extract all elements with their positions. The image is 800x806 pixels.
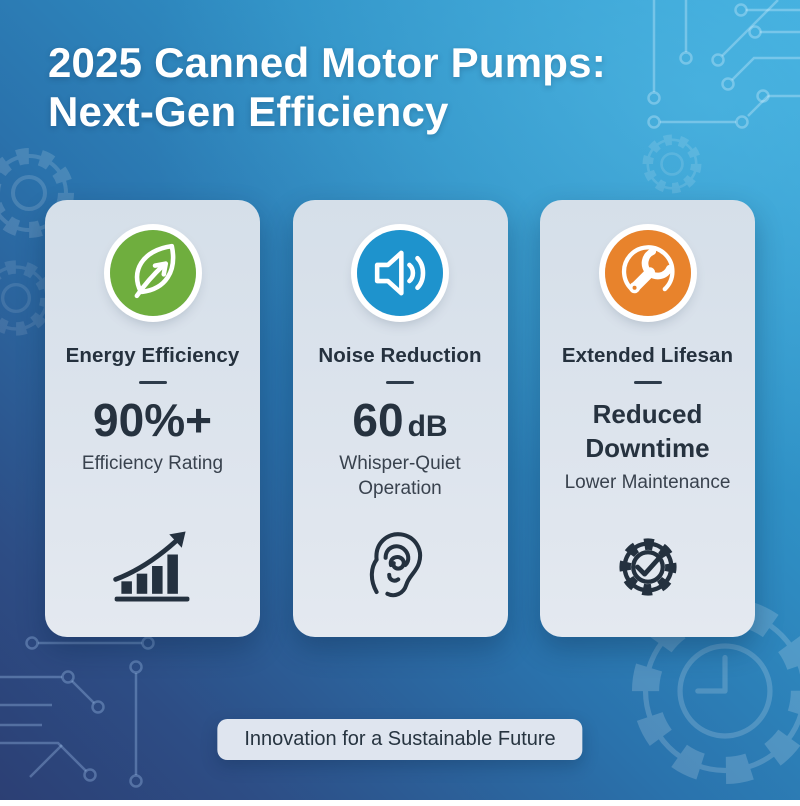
circuit-pattern-bottom-left bbox=[0, 636, 155, 788]
ear-icon bbox=[364, 523, 436, 607]
tagline-pill: Innovation for a Sustainable Future bbox=[217, 719, 583, 760]
stat-cards-row: Energy Efficiency 90%+ Efficiency Rating bbox=[45, 200, 755, 637]
page-title: 2025 Canned Motor Pumps: Next-Gen Effici… bbox=[48, 38, 606, 136]
card-value: 60 dB bbox=[352, 394, 448, 446]
card-extended-lifespan: Extended Lifesan Reduced Downtime Lower … bbox=[540, 200, 755, 637]
tagline-text: Innovation for a Sustainable Future bbox=[244, 728, 556, 750]
card-heading: Extended Lifesan bbox=[561, 344, 734, 367]
gear-icon bbox=[642, 134, 702, 194]
title-line-1: 2025 Canned Motor Pumps: bbox=[48, 39, 606, 86]
growth-chart-icon bbox=[107, 525, 199, 607]
card-value: 90%+ bbox=[93, 394, 212, 446]
leaf-icon bbox=[109, 230, 196, 316]
card-subtitle: Efficiency Rating bbox=[81, 452, 224, 474]
card-noise-reduction: Noise Reduction 60 dB Whisper-Quiet Opera… bbox=[292, 200, 508, 637]
card-divider bbox=[633, 381, 662, 384]
card-divider bbox=[386, 381, 414, 384]
circuit-pattern-top-right bbox=[647, 0, 800, 129]
card-energy-efficiency: Energy Efficiency 90%+ Efficiency Rating bbox=[45, 200, 260, 637]
card-subtitle: Lower Maintenance bbox=[564, 471, 731, 493]
card-value: Reduced Downtime bbox=[585, 399, 710, 463]
speaker-icon bbox=[357, 230, 443, 316]
card-divider bbox=[138, 381, 167, 384]
card-heading: Noise Reduction bbox=[318, 344, 482, 367]
card-heading: Energy Efficiency bbox=[65, 344, 240, 367]
title-line-2: Next-Gen Efficiency bbox=[48, 88, 449, 136]
wrench-icon bbox=[604, 230, 691, 316]
card-subtitle: Whisper-Quiet Operation bbox=[339, 452, 461, 499]
gear-check-icon bbox=[608, 527, 688, 607]
